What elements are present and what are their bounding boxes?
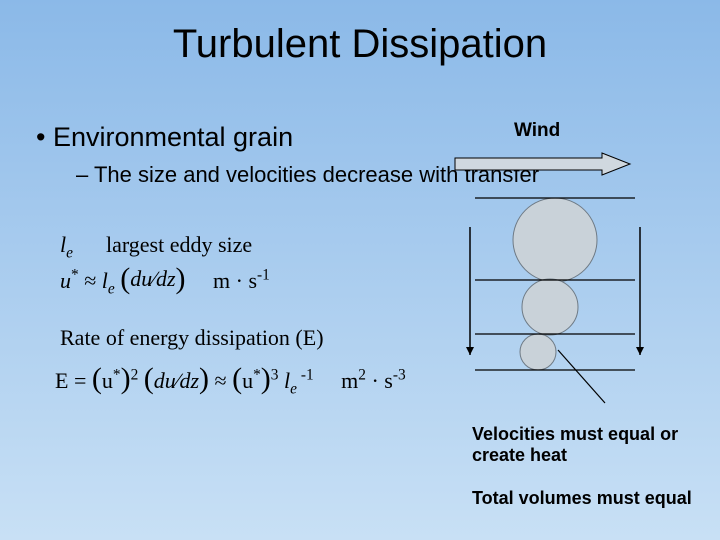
eq1-rhs: largest eddy size [106, 232, 252, 257]
bullet-top: • Environmental grain [36, 122, 293, 153]
bullet-sub-prefix: – [76, 162, 94, 187]
volumes-note: Total volumes must equal [472, 488, 692, 509]
equation-le: le largest eddy size [60, 232, 252, 262]
equation-E: E = (u*)2 (du∕dz) ≈ (u*)3 le -1 m2 · s-3 [55, 362, 406, 398]
eddy-diagram [440, 145, 690, 405]
slide-title: Turbulent Dissipation [0, 22, 720, 67]
velocities-note: Velocities must equal or create heat [472, 424, 720, 465]
equation-ustar: u* ≈ le (du∕dz) m · s-1 [60, 262, 270, 298]
eddy-diagram-svg [440, 145, 690, 425]
wind-label: Wind [514, 120, 560, 142]
eq1-sub: e [66, 244, 73, 261]
equation-label-dissipation: Rate of energy dissipation (E) [60, 325, 324, 351]
